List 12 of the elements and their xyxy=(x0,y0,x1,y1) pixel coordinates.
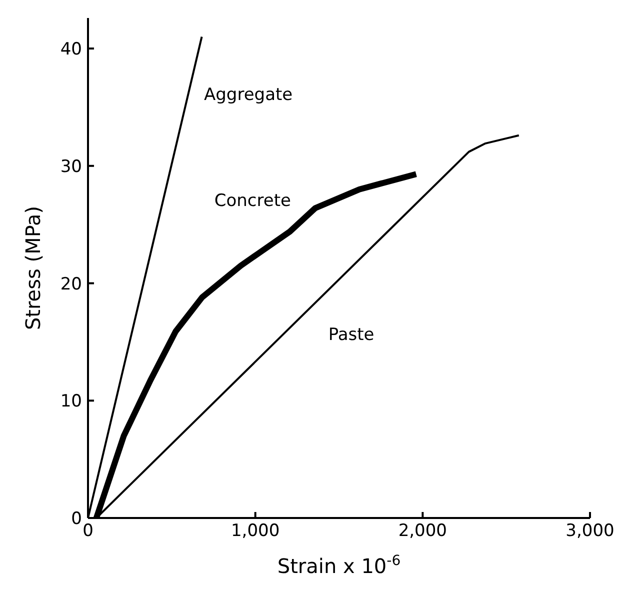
x-tick-label: 1,000 xyxy=(230,521,280,542)
y-tick-label: 20 xyxy=(60,274,82,294)
y-tick-label: 30 xyxy=(60,156,82,177)
series-label: Aggregate xyxy=(204,85,293,105)
x-tick-label: 2,000 xyxy=(398,521,448,542)
y-axis-title: Stress (MPa) xyxy=(21,206,45,330)
x-axis-title: Strain x 10$^{-6}$ xyxy=(277,553,401,578)
series-label: Paste xyxy=(328,325,374,345)
y-tick-label: 10 xyxy=(60,392,82,412)
x-tick-label: 3,000 xyxy=(566,521,614,542)
y-tick-label: 40 xyxy=(60,40,82,60)
series-label: Concrete xyxy=(214,191,291,211)
